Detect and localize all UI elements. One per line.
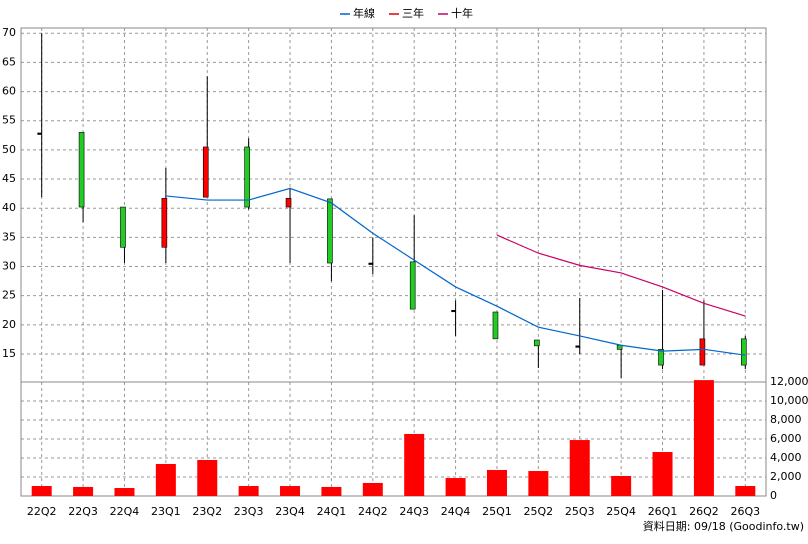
volume-bar <box>197 459 218 496</box>
candle-body <box>451 309 456 313</box>
legend-label: 年線 <box>353 6 375 20</box>
candle-body <box>37 132 42 135</box>
x-tick-label: 24Q1 <box>317 505 347 518</box>
y-tick-label: 30 <box>2 260 16 273</box>
volume-bar <box>611 475 632 496</box>
y2-tick-label: 8,000 <box>770 413 802 426</box>
ma-line <box>496 234 746 317</box>
candle-body <box>285 197 292 208</box>
y-tick-label: 65 <box>2 55 16 68</box>
candle-body <box>741 338 747 366</box>
volume-bar <box>693 380 714 496</box>
x-tick-label: 26Q2 <box>689 505 719 518</box>
candle-body <box>575 345 581 348</box>
candle-body <box>409 261 416 310</box>
volume-bar <box>735 486 756 496</box>
y2-tick-label: 4,000 <box>770 451 802 464</box>
y2-tick-label: 12,000 <box>770 375 808 388</box>
x-tick-label: 22Q4 <box>110 505 140 518</box>
candle-body <box>120 206 126 248</box>
volume-bar <box>280 486 301 496</box>
x-tick-label: 23Q3 <box>234 505 264 518</box>
x-tick-label: 25Q4 <box>606 505 636 518</box>
y2-tick-label: 0 <box>770 489 777 502</box>
volume-bar <box>155 463 176 496</box>
x-tick-label: 25Q1 <box>482 505 512 518</box>
candle-body <box>658 349 664 366</box>
x-tick-label: 22Q3 <box>68 505 98 518</box>
x-tick-label: 25Q3 <box>565 505 595 518</box>
y-tick-label: 40 <box>2 201 16 214</box>
volume-bar <box>238 486 259 496</box>
volume-bar <box>73 486 94 496</box>
y-tick-label: 55 <box>2 114 16 127</box>
candle-body <box>534 339 540 347</box>
candle-body <box>202 146 209 198</box>
volume-pane-border <box>20 381 767 497</box>
x-tick-label: 24Q3 <box>399 505 429 518</box>
y-tick-label: 25 <box>2 289 16 302</box>
legend-label: 三年 <box>402 6 424 20</box>
volume-bar <box>321 486 342 496</box>
volume-bar <box>569 440 590 496</box>
y-tick-label: 50 <box>2 143 16 156</box>
y-tick-label: 20 <box>2 318 16 331</box>
x-tick-label: 25Q2 <box>524 505 554 518</box>
volume-bar <box>31 486 52 496</box>
volume-bar <box>486 469 507 496</box>
volume-bar <box>528 471 549 496</box>
x-tick-label: 22Q2 <box>27 505 57 518</box>
candle-body <box>327 198 333 264</box>
volume-bar <box>362 482 383 496</box>
candle-body <box>244 146 250 208</box>
y-tick-label: 70 <box>2 26 16 39</box>
x-tick-label: 26Q1 <box>648 505 678 518</box>
candle-body <box>492 311 499 340</box>
ma-line <box>165 187 746 356</box>
x-tick-label: 23Q2 <box>192 505 222 518</box>
x-tick-label: 24Q4 <box>441 505 471 518</box>
y2-tick-label: 6,000 <box>770 432 802 445</box>
volume-bar <box>652 452 673 496</box>
candle-body <box>161 197 168 248</box>
y-tick-label: 35 <box>2 230 16 243</box>
x-tick-label: 26Q3 <box>730 505 760 518</box>
y2-tick-label: 2,000 <box>770 470 802 483</box>
volume-bar <box>114 488 135 496</box>
y2-tick-label: 10,000 <box>770 394 808 407</box>
candle-body <box>699 338 706 366</box>
candle-body <box>368 262 374 265</box>
x-tick-label: 23Q1 <box>151 505 181 518</box>
volume-bar <box>404 433 425 496</box>
source-note: 資料日期: 09/18 (Goodinfo.tw) <box>643 519 804 533</box>
legend-label: 十年 <box>451 6 473 20</box>
y-tick-label: 45 <box>2 172 16 185</box>
y-tick-label: 60 <box>2 85 16 98</box>
x-tick-label: 23Q4 <box>275 505 305 518</box>
candle-body <box>78 132 85 208</box>
x-tick-label: 24Q2 <box>358 505 388 518</box>
y-tick-label: 15 <box>2 347 16 360</box>
volume-bar <box>445 478 466 496</box>
